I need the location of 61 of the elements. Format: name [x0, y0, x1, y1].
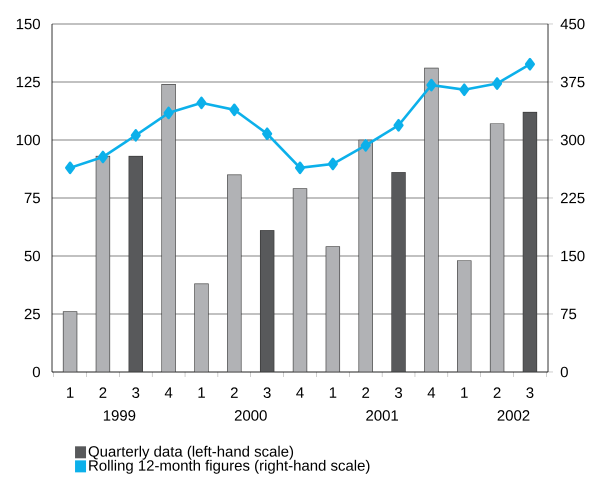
point: [229, 104, 240, 116]
point: [426, 78, 436, 92]
x-tick-label: 1: [198, 387, 205, 398]
point: [360, 139, 371, 152]
y2-tick-label: 300: [560, 134, 585, 146]
bar: [490, 123, 504, 372]
y-tick-label: 50: [24, 250, 40, 262]
bar: [194, 284, 209, 372]
point: [65, 162, 76, 174]
x-tick-label: 4: [428, 387, 436, 398]
y-tick-label: 75: [24, 192, 40, 204]
x-tick-label: 2: [362, 387, 370, 398]
bar: [96, 156, 110, 372]
bar: [424, 68, 439, 372]
point: [492, 77, 502, 90]
bar: [326, 246, 340, 372]
point: [524, 58, 535, 70]
x-tick-label: 1: [461, 387, 468, 398]
text: 1999: [104, 410, 136, 421]
x-tick-label: 3: [394, 387, 402, 398]
y2-tick-label: 0: [560, 366, 568, 378]
x-tick-label: 1: [67, 387, 74, 398]
x-tick-label: 3: [132, 387, 140, 398]
bar: [227, 174, 242, 372]
text: 2000: [234, 410, 267, 421]
x-tick-label: 1: [330, 387, 336, 398]
x-tick-label: 2: [494, 387, 500, 398]
point: [294, 162, 306, 174]
point: [262, 128, 272, 140]
y2-tick-label: 450: [560, 18, 585, 30]
bar: [457, 260, 472, 372]
y2-tick-label: 150: [561, 250, 585, 262]
point: [328, 158, 338, 170]
x-tick-label: 3: [264, 387, 271, 398]
x-tick-label: 2: [100, 387, 106, 398]
bar: [292, 188, 308, 372]
point: [98, 150, 108, 164]
point: [459, 83, 470, 96]
y-tick-label: 0: [32, 366, 40, 378]
y-tick-label: 150: [16, 18, 40, 30]
legend-label: Quarterly data (left-hand scale): [88, 446, 294, 460]
y-tick-label: 100: [16, 134, 40, 146]
x-tick-label: 3: [526, 387, 534, 398]
bar: [62, 311, 78, 372]
y-tick-label: 125: [16, 76, 40, 88]
bar: [358, 140, 373, 372]
y-tick-label: 25: [24, 308, 40, 320]
text: 2001: [366, 410, 398, 421]
point: [164, 106, 174, 120]
point: [196, 96, 207, 110]
y2-tick-label: 75: [560, 308, 576, 320]
y2-tick-label: 225: [560, 192, 584, 204]
bar: [161, 84, 176, 372]
point: [394, 118, 404, 132]
point: [130, 129, 141, 142]
x-tick-label: 4: [164, 387, 172, 398]
legend-label: Rolling 12-month figures (right-hand scale): [89, 460, 370, 474]
x-tick-label: 2: [230, 387, 238, 398]
x-tick-label: 4: [296, 387, 304, 398]
y2-tick-label: 375: [560, 76, 584, 88]
text: 2002: [498, 410, 530, 421]
